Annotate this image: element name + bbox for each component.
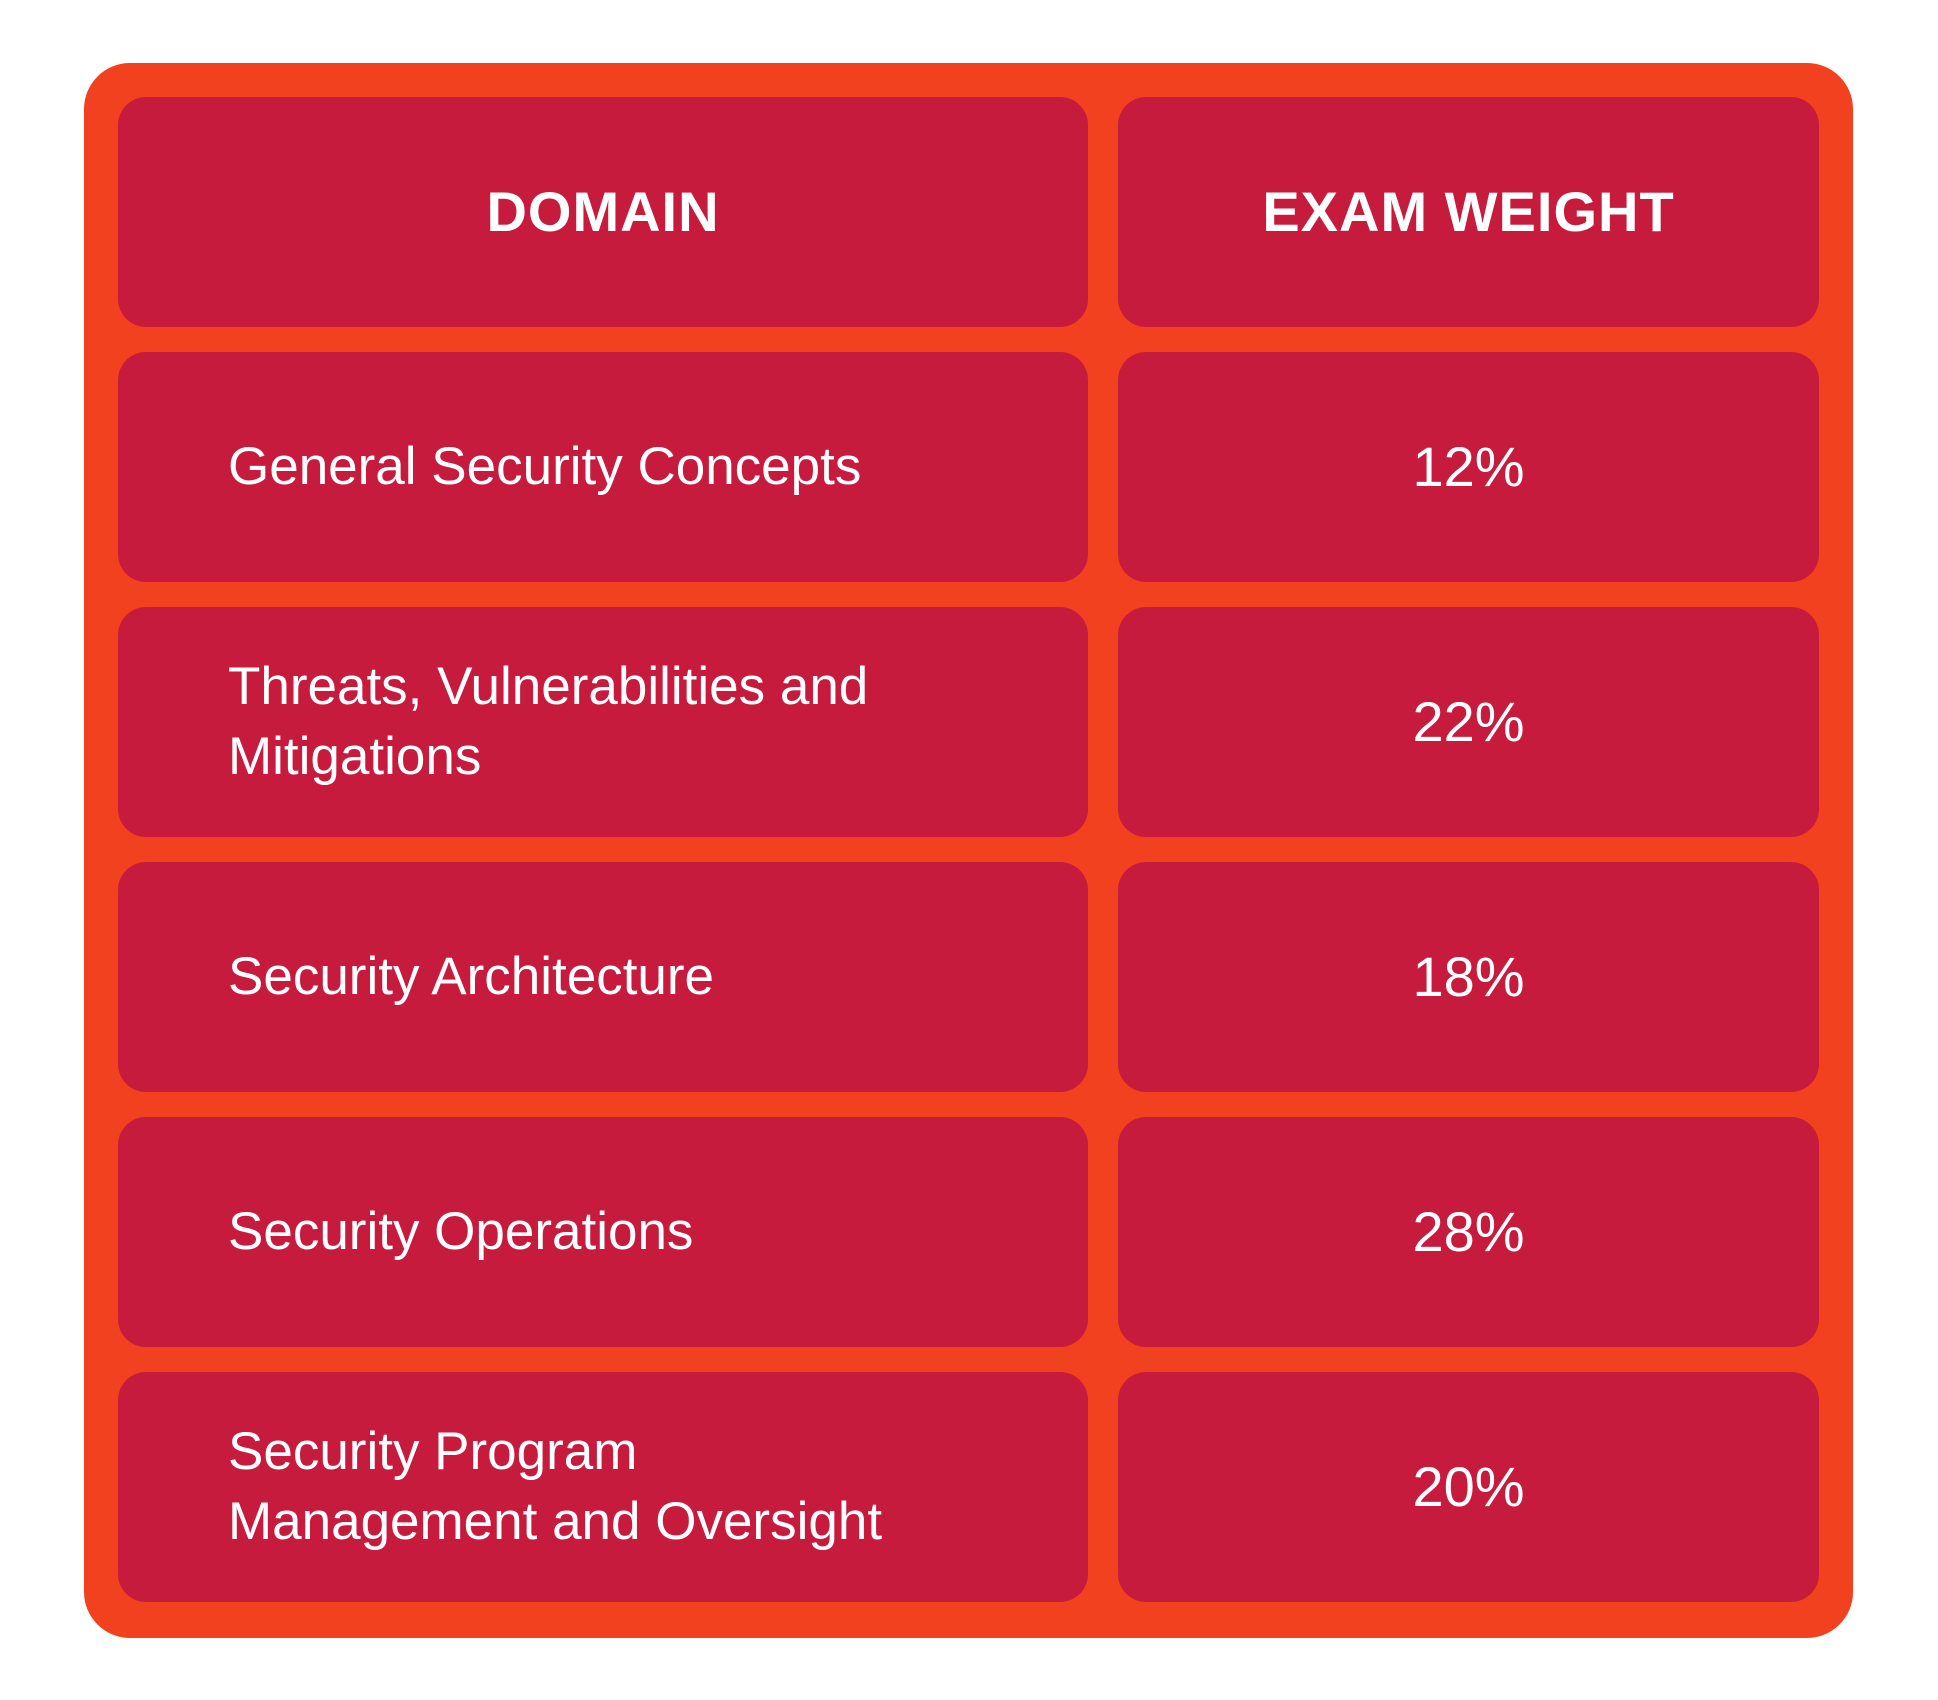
weight-value: 28% — [1412, 1200, 1525, 1264]
domain-label: Security Architecture — [228, 947, 715, 1007]
weight-value: 20% — [1412, 1455, 1525, 1519]
weight-value: 18% — [1412, 945, 1525, 1009]
weight-cell: 12% — [1118, 352, 1819, 582]
weight-value: 22% — [1412, 690, 1525, 754]
domain-label: General Security Concepts — [228, 437, 862, 497]
domain-label: Security Operations — [228, 1202, 694, 1262]
weight-value: 12% — [1412, 435, 1525, 499]
exam-weight-table-card: DOMAIN EXAM WEIGHT General Security Conc… — [84, 63, 1853, 1638]
header-cell-exam-weight: EXAM WEIGHT — [1118, 97, 1819, 327]
weight-cell: 18% — [1118, 862, 1819, 1092]
header-label-domain: DOMAIN — [486, 180, 720, 244]
weight-cell: 22% — [1118, 607, 1819, 837]
header-label-exam-weight: EXAM WEIGHT — [1262, 180, 1675, 244]
weight-cell: 28% — [1118, 1117, 1819, 1347]
domain-cell: Security Operations — [118, 1117, 1088, 1347]
domain-cell: Security Program Management and Oversigh… — [118, 1372, 1088, 1602]
domain-label: Threats, Vulnerabilities and Mitigations — [228, 657, 869, 786]
header-cell-domain: DOMAIN — [118, 97, 1088, 327]
domain-cell: Threats, Vulnerabilities and Mitigations — [118, 607, 1088, 837]
domain-cell: Security Architecture — [118, 862, 1088, 1092]
domain-cell: General Security Concepts — [118, 352, 1088, 582]
domain-label: Security Program Management and Oversigh… — [228, 1422, 883, 1551]
weight-cell: 20% — [1118, 1372, 1819, 1602]
exam-weight-table: DOMAIN EXAM WEIGHT General Security Conc… — [118, 97, 1819, 1602]
